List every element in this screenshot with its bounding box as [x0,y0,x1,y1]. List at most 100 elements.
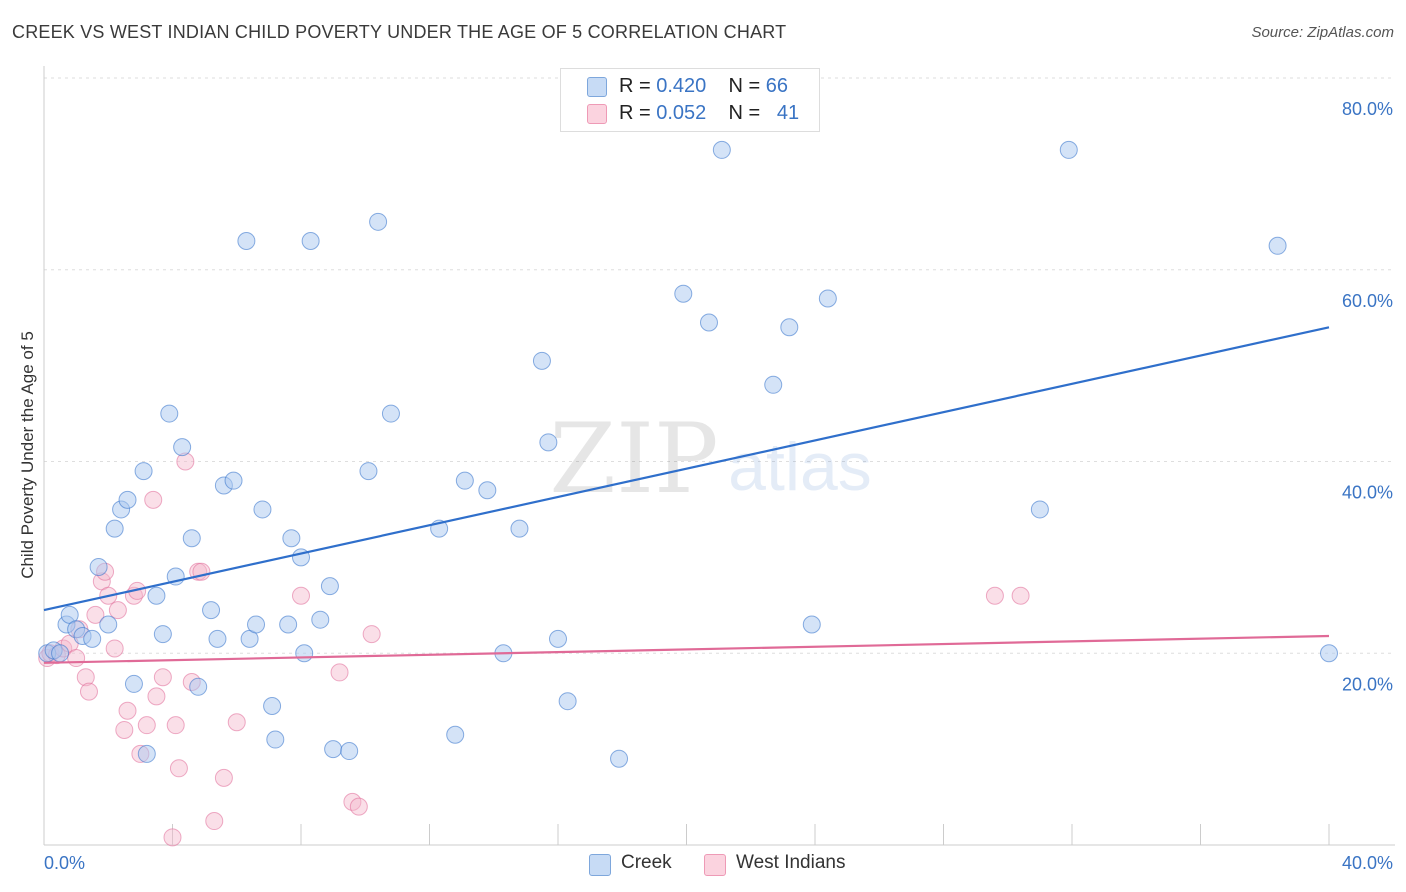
creek-point [160,404,179,423]
creek-point [510,519,529,538]
watermark-zip: ZIP [549,403,718,515]
west-indians-point [144,490,163,509]
legend-r-value: 0.420 [656,75,707,97]
creek-point [118,490,137,509]
y-tick-label: 80.0% [1342,99,1393,119]
legend-r-value: 0.052 [656,102,707,124]
bottom-legend-label-creek: Creek [621,852,672,873]
creek-point [153,625,172,644]
west-indians-point [985,586,1004,605]
creek-point [764,375,783,394]
creek-point [712,140,731,159]
creek-point [1059,140,1078,159]
creek-point [189,677,208,696]
creek-point [263,696,282,715]
west-indians-point [147,687,166,706]
source-label: Source: ZipAtlas.com [1251,24,1394,41]
creek-point [558,692,577,711]
west-indians-point [67,649,86,668]
west-indians-point [115,720,134,739]
west-indians-point [105,639,124,658]
x-tick-label: 40.0% [1342,853,1393,873]
legend-n-label: N = [728,102,766,124]
bottom-legend-swatch-west-indians [704,854,726,876]
west-indians-point [137,716,156,735]
west-indians-point [169,759,188,778]
y-tick-label: 40.0% [1342,483,1393,503]
creek-point [381,404,400,423]
legend-r-label: R = [619,102,657,124]
west-indians-point [292,586,310,605]
trend-lines [43,326,1330,664]
creek-point [137,744,156,763]
creek-point [295,644,314,663]
creek-point [311,610,330,629]
y-axis-label: Child Poverty Under the Age of 5 [18,331,37,579]
creek-point [51,644,70,663]
legend-swatch-west-indians [587,104,607,124]
y-tick-label: 20.0% [1342,674,1393,694]
creek-point [182,529,201,548]
creek-point [532,351,551,370]
west-indians-point [118,701,137,720]
creek-trend-line [43,326,1330,612]
creek-point [253,500,272,519]
creek-point [340,742,359,761]
west-indians-point [153,668,172,687]
creek-point [359,462,378,481]
creek-point [99,615,118,634]
creek-point [208,629,227,648]
legend-n-value: 66 [765,75,789,97]
creek-point [446,725,465,744]
west-indians-point [227,713,246,732]
axes [43,66,1395,846]
creek-point [147,586,166,605]
west-indians-point [349,797,368,816]
creek-point [301,231,320,250]
west-indians-point [76,668,95,687]
creek-points [38,140,1338,768]
west-indians-point [108,601,127,620]
legend-swatch-creek [587,77,607,97]
creek-point [124,674,143,693]
creek-point [1030,500,1049,519]
creek-point [202,601,221,620]
west-indians-trend-line [43,634,1330,664]
x-tick-label: 0.0% [44,853,85,873]
west-indians-point [163,828,182,847]
creek-point [83,629,102,648]
creek-point [324,740,343,759]
creek-point [320,577,339,596]
watermark-atlas: atlas [728,429,872,505]
creek-point [224,471,243,490]
bottom-legend-swatch-creek [589,854,611,876]
west-indians-point [166,716,185,735]
y-tick-label: 60.0% [1342,291,1393,311]
creek-point [539,433,558,452]
tick-labels: 20.0% 40.0% 60.0% 80.0% 0.0% 40.0% [44,99,1393,873]
stats-legend: R = 0.420 N = 66 R = 0.052 N = 41 [560,68,820,132]
creek-point [455,471,474,490]
west-indians-point [214,768,233,787]
west-indians-point [1011,586,1030,605]
creek-point [699,313,718,332]
creek-point [818,289,837,308]
creek-point [478,481,497,500]
creek-point [802,615,821,634]
west-indians-point [330,663,349,682]
creek-point [369,212,388,231]
west-indians-points [38,452,1030,847]
creek-point [247,615,266,634]
creek-point [279,615,298,634]
creek-point [1320,644,1338,663]
creek-point [780,318,799,337]
legend-r-label: R = [619,75,657,97]
creek-point [105,519,124,538]
west-indians-point [362,625,381,644]
grid-lines [44,77,1395,654]
west-indians-point [205,812,224,831]
creek-point [610,749,629,768]
bottom-legend-label-west-indians: West Indians [736,852,846,873]
creek-point [173,438,192,457]
